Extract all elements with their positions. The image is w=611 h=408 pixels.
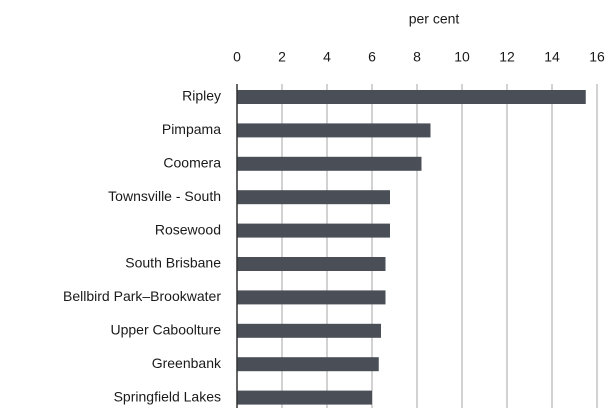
y-tick-label: Springfield Lakes	[114, 388, 221, 404]
y-tick-label: Coomera	[163, 155, 221, 171]
x-tick-label: 6	[368, 49, 376, 65]
bar	[237, 257, 386, 271]
x-tick-label: 8	[413, 49, 421, 65]
bar	[237, 390, 372, 405]
x-tick-label: 2	[278, 49, 286, 65]
bar	[237, 190, 390, 205]
y-tick-label: Townsville - South	[108, 188, 221, 204]
y-tick-label: Upper Caboolture	[110, 322, 221, 338]
bar	[237, 123, 431, 138]
bar	[237, 357, 379, 372]
x-tick-label: 4	[323, 49, 331, 65]
x-tick-label: 14	[544, 49, 560, 65]
y-tick-label: Greenbank	[152, 355, 222, 371]
bar	[237, 290, 386, 305]
y-tick-label: Pimpama	[162, 121, 221, 137]
bar	[237, 90, 586, 104]
bar	[237, 223, 390, 238]
bar	[237, 156, 422, 171]
x-tick-label: 12	[499, 49, 515, 65]
x-tick-label: 16	[589, 49, 605, 65]
y-tick-label: Bellbird Park–Brookwater	[63, 288, 221, 304]
bar	[237, 323, 381, 338]
y-tick-label: Rosewood	[155, 221, 221, 237]
x-tick-label: 10	[454, 49, 470, 65]
axis-label: per cent	[409, 11, 460, 27]
y-tick-label: Ripley	[182, 88, 221, 104]
y-tick-label: South Brisbane	[125, 255, 221, 271]
x-tick-label: 0	[233, 49, 241, 65]
